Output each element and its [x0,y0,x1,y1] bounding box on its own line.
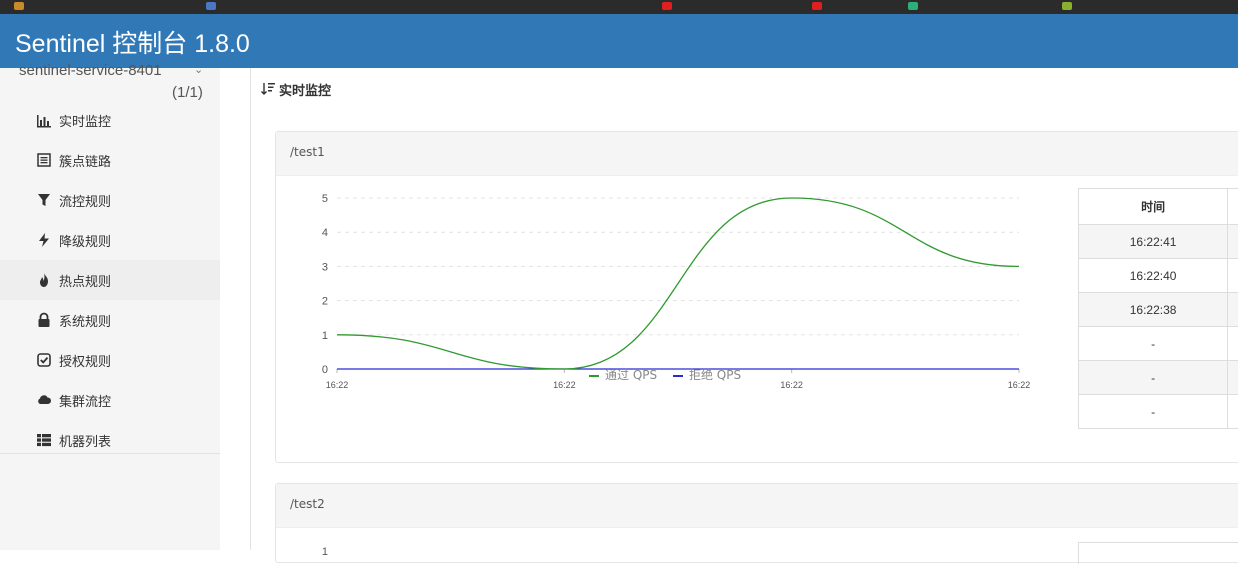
table-cell [1228,395,1238,429]
y-tick-label: 5 [322,193,328,205]
browser-tab-strip [0,0,1238,14]
legend-label: 通过 QPS [605,368,657,382]
chevron-down-icon[interactable]: ⌄ [194,63,203,76]
sidebar-item-label: 机器列表 [59,431,111,450]
sort-icon [261,82,275,95]
x-tick-label: 16:22 [326,380,349,390]
filter-icon [36,192,52,208]
sidebar-item-cluster-link[interactable]: 簇点链路 [0,140,220,180]
x-tick-label: 16:22 [780,380,803,390]
sidebar-item-label: 集群流控 [59,391,111,410]
table-cell-time: 16:22:40 [1079,259,1228,293]
table-row: - [1079,361,1238,395]
table-cell-time: 16:22:41 [1079,225,1228,259]
qps-table [1078,542,1238,564]
y-tick-label: 1 [322,330,328,342]
table-header-cell [1228,189,1238,225]
browser-tab-icon [812,2,822,10]
app-title[interactable]: Sentinel 控制台 1.8.0 [15,24,250,60]
sidebar-item-system-rules[interactable]: 系统规则 [0,300,220,340]
list-icon [36,152,52,168]
y-tick-label: 3 [322,261,328,273]
sidebar-item-cluster-flow[interactable]: 集群流控 [0,380,220,420]
table-cell-time: - [1079,361,1228,395]
legend-swatch [589,375,599,377]
y-tick-label: 1 [322,546,328,558]
app-name-label[interactable]: sentinel-service-8401 [19,62,162,79]
table-cell [1228,225,1238,259]
legend-item-pass[interactable]: 通过 QPS [589,368,657,382]
fire-icon [36,272,52,288]
y-tick-label: 0 [322,364,328,376]
sidebar-item-label: 降级规则 [59,231,111,250]
section-title: 实时监控 [261,80,331,99]
bar-chart-icon [36,112,52,128]
sidebar-item-flow-rules[interactable]: 流控规则 [0,180,220,220]
sidebar-item-label: 系统规则 [59,311,111,330]
table-cell [1228,327,1238,361]
table-cell [1228,259,1238,293]
table-row: - [1079,395,1238,429]
qps-line-chart: 1 [276,484,1076,564]
sidebar-item-degrade-rules[interactable]: 降级规则 [0,220,220,260]
sidebar-item-label: 实时监控 [59,111,111,130]
qps-line-chart: 0 1 2 3 4 5 16:22 16:22 16:22 16:22 [276,132,1076,464]
sidebar-item-label: 授权规则 [59,351,111,370]
lock-icon [36,312,52,328]
th-list-icon [36,432,52,448]
qps-table: 时间 16:22:41 16:22:40 16:22:38 - - - [1078,188,1238,429]
chart-legend: 通过 QPS 拒绝 QPS [589,366,753,383]
sidebar-item-label: 流控规则 [59,191,111,210]
x-tick-label: 16:22 [1008,380,1031,390]
table-cell-time: - [1079,395,1228,429]
browser-tab-icon [1062,2,1072,10]
table-cell [1228,361,1238,395]
browser-tab-icon [908,2,918,10]
sidebar-item-hotspot-rules[interactable]: 热点规则 [0,260,220,300]
table-header-time: 时间 [1079,189,1228,225]
sidebar-item-authority-rules[interactable]: 授权规则 [0,340,220,380]
table-cell-time: - [1079,327,1228,361]
sidebar-item-machine-list[interactable]: 机器列表 [0,420,220,460]
legend-item-block[interactable]: 拒绝 QPS [673,368,741,382]
legend-swatch [673,375,683,377]
top-navbar: Sentinel 控制台 1.8.0 [0,14,1238,68]
pass-qps-line [337,198,1019,369]
check-square-icon [36,352,52,368]
sidebar: sentinel-service-8401 ⌄ (1/1) 实时监控 簇点链路 [0,68,220,550]
table-row: 16:22:41 [1079,225,1238,259]
browser-tab-icon [206,2,216,10]
section-title-label: 实时监控 [279,84,331,99]
x-tick-label: 16:22 [553,380,576,390]
sidebar-item-label: 簇点链路 [59,151,111,170]
browser-tab-icon [662,2,672,10]
machine-count: (1/1) [172,84,203,101]
browser-tab-icon [14,2,24,10]
cloud-icon [36,392,52,408]
sidebar-item-label: 热点规则 [59,271,111,290]
table-cell-time: 16:22:38 [1079,293,1228,327]
sidebar-nav: 实时监控 簇点链路 流控规则 降级规则 [0,100,220,460]
legend-label: 拒绝 QPS [689,368,741,382]
flash-icon [36,232,52,248]
divider [0,453,220,454]
y-tick-label: 2 [322,296,328,308]
table-row: - [1079,327,1238,361]
y-tick-label: 4 [322,227,328,239]
resource-panel: /test2 1 [275,483,1238,563]
table-row: 16:22:40 [1079,259,1238,293]
table-row: 16:22:38 [1079,293,1238,327]
sidebar-item-realtime-monitor[interactable]: 实时监控 [0,100,220,140]
table-cell [1228,293,1238,327]
